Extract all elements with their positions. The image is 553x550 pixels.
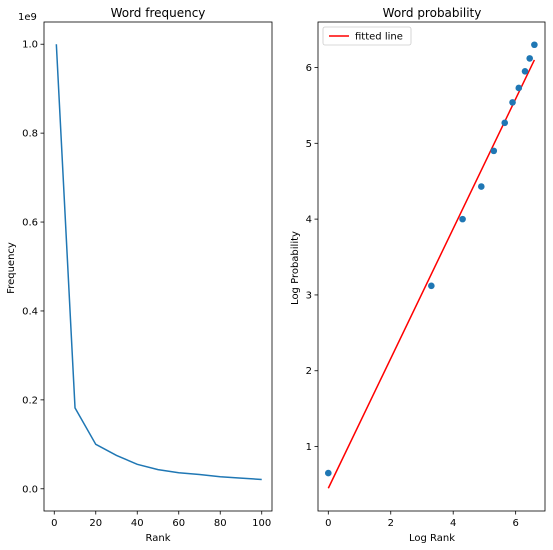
series-line xyxy=(55,44,262,481)
chart-title: Word probability xyxy=(383,6,482,20)
word-frequency-chart: Word frequency 1e9 Rank Frequency 0 20 40 6… xyxy=(6,6,273,544)
y-tick-label: 6 xyxy=(306,63,312,74)
scatter-point xyxy=(478,183,485,190)
x-tick-label: 40 xyxy=(131,518,144,529)
y-tick-label: 0.6 xyxy=(22,218,38,229)
x-tick-label: 4 xyxy=(450,518,456,529)
x-ticks: 0 2 4 6 xyxy=(325,511,519,529)
plot-marks xyxy=(55,44,262,481)
scatter-point xyxy=(509,99,516,106)
x-ticks: 0 20 40 60 80 100 xyxy=(51,511,271,529)
y-tick-label: 0.4 xyxy=(22,306,38,317)
x-tick-label: 20 xyxy=(89,518,102,529)
scatter-point xyxy=(459,215,466,223)
y-axis-label: Log Probability xyxy=(290,231,301,305)
y-offset-label: 1e9 xyxy=(18,12,37,23)
legend-label-fitted-line: fitted line xyxy=(355,32,403,43)
scatter-point xyxy=(428,282,435,290)
x-tick-label: 2 xyxy=(388,518,394,529)
y-tick-label: 5 xyxy=(306,139,312,150)
chart-title: Word frequency xyxy=(111,6,206,20)
x-axis-label: Rank xyxy=(146,533,171,544)
scatter-point xyxy=(531,41,538,49)
x-tick-label: 100 xyxy=(252,518,271,529)
x-tick-label: 0 xyxy=(325,518,331,529)
scatter-point xyxy=(526,55,534,62)
x-tick-label: 6 xyxy=(512,518,518,529)
legend: fitted line xyxy=(322,26,412,46)
x-tick-label: 60 xyxy=(172,518,185,529)
scatter-point xyxy=(521,67,529,75)
y-tick-label: 1.0 xyxy=(22,40,38,51)
plot-marks xyxy=(325,41,538,489)
y-tick-label: 0.8 xyxy=(22,129,38,140)
y-ticks: 0.0 0.2 0.4 0.6 0.8 1.0 xyxy=(22,40,44,495)
fitted-line xyxy=(327,59,536,489)
y-ticks: 1 2 3 4 5 6 xyxy=(306,63,318,453)
plot-frame xyxy=(317,21,546,512)
y-tick-label: 2 xyxy=(306,366,312,377)
y-tick-label: 3 xyxy=(306,290,312,301)
plot-frame xyxy=(43,21,273,512)
x-tick-label: 0 xyxy=(51,518,57,529)
scatter-point xyxy=(325,469,332,477)
x-axis-label: Log Rank xyxy=(409,533,455,544)
y-tick-label: 0.2 xyxy=(22,395,38,406)
y-tick-label: 1 xyxy=(306,442,312,453)
legend-box xyxy=(322,26,412,46)
word-probability-chart: Word probability Log Rank Log Probabilit… xyxy=(290,6,546,544)
scatter-point xyxy=(515,84,523,92)
scatter-point xyxy=(501,119,509,127)
y-axis-label: Frequency xyxy=(6,242,17,294)
y-tick-label: 0.0 xyxy=(22,484,38,495)
x-tick-label: 80 xyxy=(214,518,227,529)
y-tick-label: 4 xyxy=(306,215,312,226)
scatter-point xyxy=(490,147,498,155)
